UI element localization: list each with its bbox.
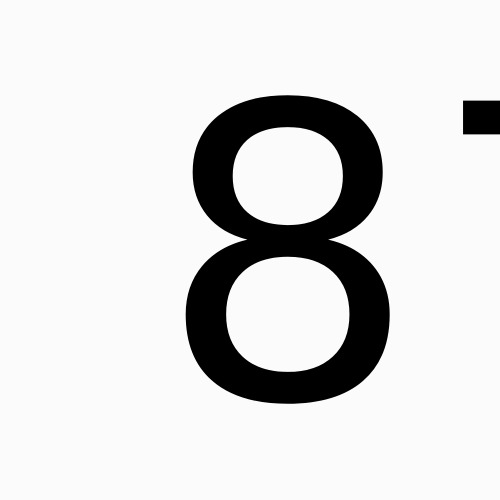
large-number-display: 87 <box>158 20 500 495</box>
